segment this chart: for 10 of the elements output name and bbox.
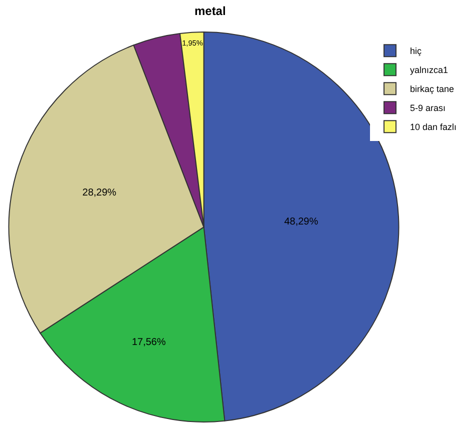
- legend-label: hiç: [410, 46, 422, 56]
- legend-label: birkaç tane: [410, 84, 454, 94]
- data-label: 1,95%: [182, 38, 204, 48]
- data-label: 48,29%: [284, 216, 318, 228]
- data-label: 28,29%: [82, 188, 116, 199]
- legend-label: 5-9 arası: [410, 103, 446, 114]
- chart-title: metal: [194, 4, 226, 18]
- legend-label: yalnızca1: [410, 65, 448, 76]
- data-label: 17,56%: [132, 337, 166, 348]
- legend-label: 10 dan fazlı: [410, 122, 457, 132]
